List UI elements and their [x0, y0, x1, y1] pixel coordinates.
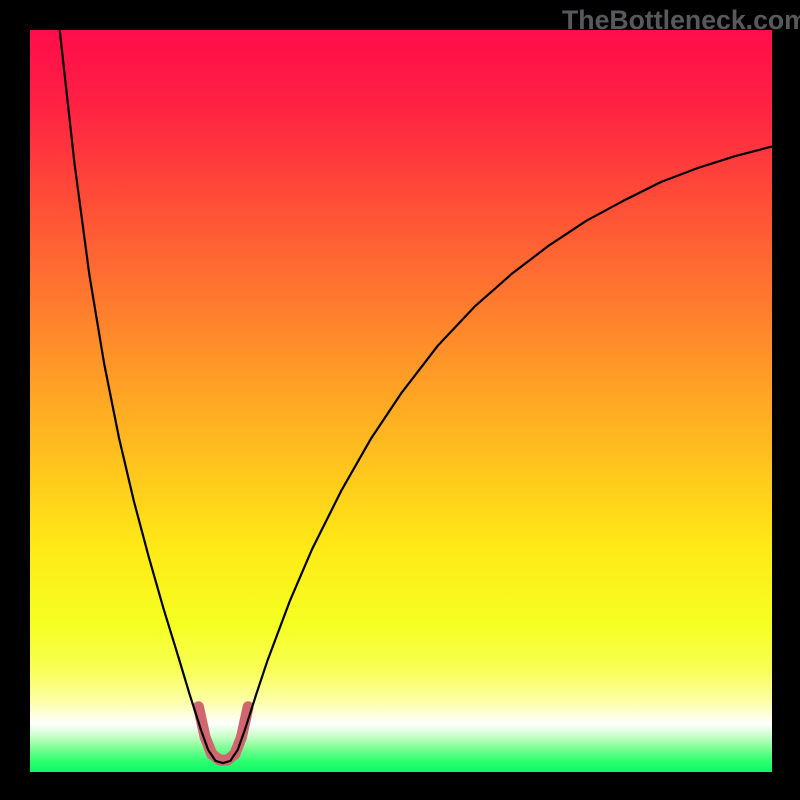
chart-frame: TheBottleneck.com: [0, 0, 800, 800]
chart-background: [30, 30, 772, 772]
watermark-text: TheBottleneck.com: [562, 5, 800, 36]
plot-area: [30, 30, 772, 772]
chart-svg: [30, 30, 772, 772]
